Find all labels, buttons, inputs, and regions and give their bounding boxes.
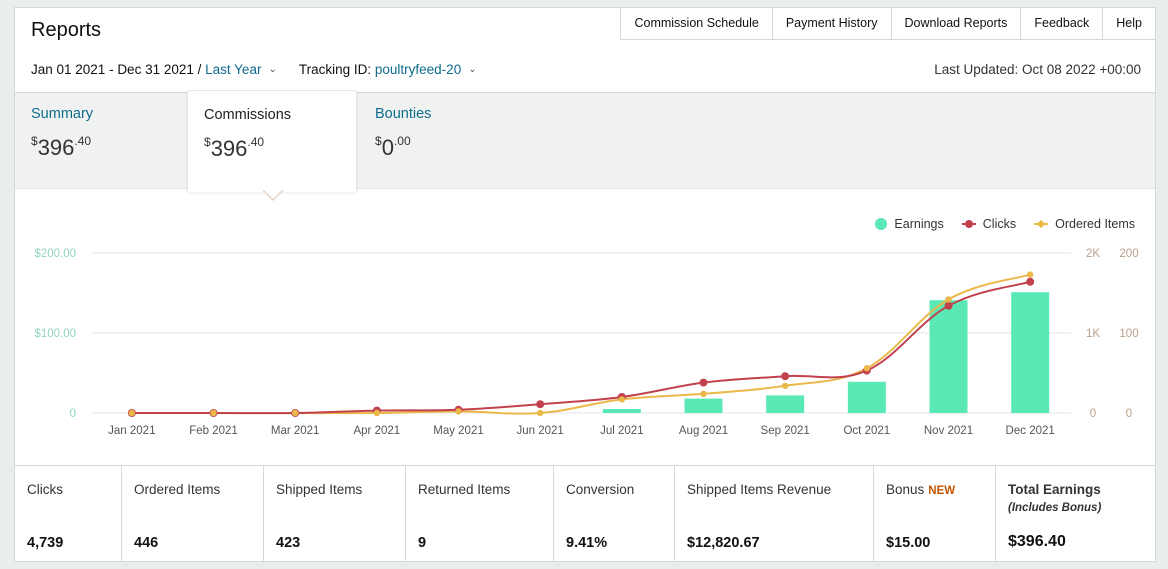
tracking-id-dropdown[interactable]: poultryfeed-20	[374, 62, 462, 77]
clicks-point	[944, 301, 953, 310]
earnings-bar	[1011, 292, 1050, 413]
ordered-items-point	[210, 409, 217, 417]
right-inner-axis-tick-label: 0	[1126, 408, 1132, 420]
help-button[interactable]: Help	[1116, 16, 1142, 30]
x-axis-tick-label: Apr 2021	[353, 425, 400, 437]
ordered-items-point	[373, 409, 381, 417]
x-axis-tick-label: May 2021	[433, 425, 484, 437]
tab-label: Summary	[31, 106, 94, 122]
stat-bonus: Bonus NEW $15.00	[874, 466, 996, 562]
legend-earnings-swatch	[875, 218, 888, 230]
x-axis-tick-label: Mar 2021	[271, 425, 320, 437]
tab-commissions[interactable]: Commissions $396.40	[187, 90, 357, 192]
left-axis-tick-label: $100.00	[34, 328, 76, 340]
x-axis-tick-label: Jan 2021	[108, 425, 155, 437]
stat-conversion: Conversion 9.41%	[554, 466, 675, 562]
summary-tabs: Summary $396.40 Commissions $396.40 Boun…	[15, 90, 1155, 192]
clicks-point	[1026, 277, 1035, 286]
clicks-point	[781, 372, 790, 381]
tab-label: Commissions	[204, 107, 292, 123]
x-axis-tick-label: Feb 2021	[189, 425, 238, 437]
right-inner-axis-tick-label: 200	[1119, 248, 1138, 260]
x-axis-tick-label: Jul 2021	[600, 425, 643, 437]
active-tab-caret	[262, 189, 284, 201]
x-axis-tick-label: Nov 2021	[924, 425, 973, 437]
earnings-bar	[602, 409, 641, 413]
chart-legend: Earnings Clicks Ordered Items	[857, 217, 1135, 231]
legend-clicks-swatch	[961, 220, 976, 228]
feedback-button[interactable]: Feedback	[1021, 8, 1104, 39]
last-updated: Last Updated: Oct 08 2022 +00:00	[934, 62, 1141, 77]
earnings-bar	[766, 395, 805, 413]
left-axis-tick-label: $200.00	[34, 248, 76, 260]
ordered-items-point	[128, 409, 136, 417]
x-axis-tick-label: Aug 2021	[679, 425, 728, 437]
stat-clicks: Clicks 4,739	[15, 466, 122, 562]
stat-shipped-revenue: Shipped Items Revenue $12,820.67	[675, 466, 874, 562]
chevron-down-icon[interactable]: ⌄	[268, 64, 277, 75]
earnings-chart: 0 0 0 $100.00 1K 100 $200.00 2K 200 Jan 2021 Feb 2…	[34, 248, 1138, 437]
x-axis-tick-label: Sep 2021	[761, 425, 810, 437]
stat-ordered-items: Ordered Items 446	[122, 466, 264, 562]
ordered-items-point	[536, 409, 544, 417]
x-axis-tick-label: Dec 2021	[1006, 425, 1055, 437]
earnings-bar	[684, 398, 723, 413]
filters-bar: Jan 01 2021 - Dec 31 2021 / Last Year ⌄ …	[31, 62, 499, 77]
stats-bar: Clicks 4,739 Ordered Items 446 Shipped I…	[15, 465, 1155, 562]
legend-earnings[interactable]: Earnings	[875, 217, 944, 231]
legend-ordered-items[interactable]: Ordered Items	[1034, 217, 1135, 231]
ordered-items-point	[1026, 271, 1034, 278]
right-inner-axis-tick-label: 100	[1119, 328, 1138, 340]
right-axis-tick-label: 0	[1090, 408, 1096, 420]
payment-history-button[interactable]: Payment History	[773, 8, 892, 39]
clicks-line	[131, 280, 1031, 415]
date-range: Jan 01 2021 - Dec 31 2021 /	[31, 62, 202, 77]
download-reports-button[interactable]: Download Reports	[892, 8, 1022, 39]
stat-returned-items: Returned Items 9	[406, 466, 554, 562]
earnings-bar	[847, 381, 886, 413]
ordered-items-point	[700, 390, 707, 397]
tab-summary[interactable]: Summary $396.40	[15, 93, 187, 189]
reports-panel: Reports Commission Schedule Payment Hist…	[14, 7, 1156, 562]
tab-label: Bounties	[375, 106, 432, 122]
tab-bounties[interactable]: Bounties $0.00	[359, 93, 529, 189]
commission-schedule-button[interactable]: Commission Schedule	[621, 8, 773, 39]
ordered-items-point	[863, 365, 871, 372]
ordered-items-point	[455, 408, 462, 415]
ordered-items-point	[781, 382, 789, 389]
page-title: Reports	[31, 19, 102, 41]
legend-clicks[interactable]: Clicks	[961, 217, 1016, 231]
ordered-items-line	[131, 273, 1031, 415]
new-badge: NEW	[928, 485, 956, 497]
right-axis-tick-label: 1K	[1086, 328, 1100, 340]
top-nav: Commission Schedule Payment History Down…	[620, 8, 1155, 40]
earnings-bar	[929, 300, 968, 413]
right-axis-tick-label: 2K	[1086, 248, 1100, 260]
clicks-point	[536, 400, 545, 409]
x-axis-tick-label: Oct 2021	[843, 425, 890, 437]
tab-value: $396.40	[31, 134, 92, 160]
legend-ordered-swatch	[1034, 219, 1049, 229]
x-axis-tick-label: Jun 2021	[517, 425, 564, 437]
tracking-label: Tracking ID:	[298, 62, 372, 77]
chevron-down-icon[interactable]: ⌄	[468, 64, 477, 75]
clicks-point	[699, 378, 708, 387]
tab-value: $0.00	[375, 134, 411, 160]
ordered-items-point	[945, 296, 952, 303]
tab-value: $396.40	[204, 135, 265, 161]
ordered-items-point	[291, 409, 299, 417]
period-dropdown[interactable]: Last Year	[205, 62, 262, 77]
ordered-items-point	[618, 396, 626, 403]
stat-total-earnings: Total Earnings (Includes Bonus) $396.40	[1008, 482, 1102, 550]
left-axis-tick-label: 0	[70, 408, 76, 420]
stat-shipped-items: Shipped Items 423	[264, 466, 406, 562]
